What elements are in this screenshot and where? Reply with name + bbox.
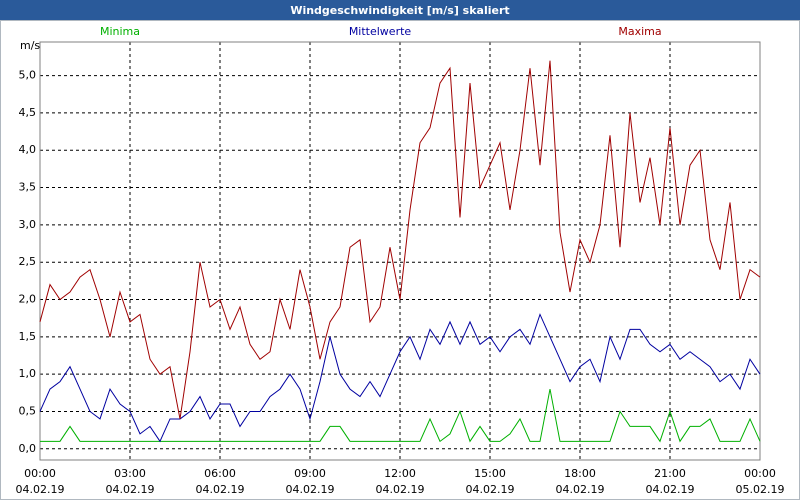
y-tick-label: 2,0 — [19, 293, 37, 306]
title-bar — [0, 0, 800, 20]
x-tick-label: 12:00 04.02.19 — [375, 467, 425, 496]
y-axis-label: m/s — [20, 39, 40, 52]
y-tick-label: 0,0 — [19, 442, 37, 455]
y-tick-label: 5,0 — [19, 69, 37, 82]
y-tick-label: 0,5 — [19, 404, 37, 417]
x-tick-label: 21:00 04.02.19 — [645, 467, 695, 496]
x-tick-label: 15:00 04.02.19 — [465, 467, 515, 496]
x-tick-label: 00:00 05.02.19 — [735, 467, 785, 496]
legend-entry: Minima — [100, 25, 140, 38]
legend-entry: Mittelwerte — [349, 25, 412, 38]
series-line — [39, 313, 761, 443]
x-tick-label: 09:00 04.02.19 — [285, 467, 335, 496]
y-tick-label: 3,0 — [19, 218, 37, 231]
x-tick-label: 18:00 04.02.19 — [555, 467, 605, 496]
y-tick-label: 2,5 — [19, 255, 37, 268]
chart-title: Windgeschwindigkeit [m/s] skaliert — [290, 4, 509, 17]
x-tick-label: 00:00 04.02.19 — [15, 467, 65, 496]
x-tick-label: 03:00 04.02.19 — [105, 467, 155, 496]
y-tick-label: 1,5 — [19, 330, 37, 343]
series-line — [39, 60, 761, 420]
y-tick-label: 4,0 — [19, 143, 37, 156]
y-tick-label: 4,5 — [19, 106, 37, 119]
legend-entry: Maxima — [618, 25, 661, 38]
y-tick-label: 1,0 — [19, 367, 37, 380]
y-tick-label: 3,5 — [19, 181, 37, 194]
plot-border — [39, 41, 761, 461]
x-tick-label: 06:00 04.02.19 — [195, 467, 245, 496]
